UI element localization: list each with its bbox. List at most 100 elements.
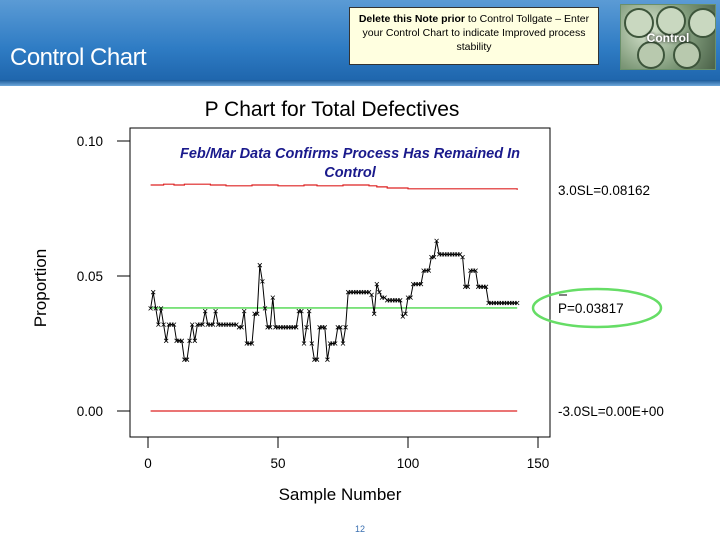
chart-annotation: Feb/Mar Data Confirms Process Has Remain… <box>179 146 521 181</box>
data-point <box>158 306 164 311</box>
gauges-photo-icon: Control <box>620 4 716 70</box>
data-point-mark <box>257 262 263 268</box>
data-point <box>309 341 315 346</box>
data-point <box>270 295 276 300</box>
data-point <box>239 325 244 330</box>
ucl-label: 3.0SL=0.08162 <box>558 183 650 198</box>
data-point <box>465 284 471 290</box>
data-point-mark <box>514 300 520 306</box>
data-point <box>343 325 348 330</box>
data-point-mark <box>426 268 432 273</box>
data-point <box>262 306 268 311</box>
data-point-mark <box>314 357 320 362</box>
data-point-mark <box>460 254 465 260</box>
data-point-mark <box>241 308 247 314</box>
data-point <box>299 308 304 314</box>
data-point-mark <box>179 338 185 344</box>
data-point <box>150 289 156 295</box>
data-point-mark <box>150 289 156 295</box>
plot-frame <box>129 127 551 438</box>
data-point <box>184 357 190 362</box>
series-line <box>150 240 518 361</box>
data-point-mark <box>382 295 387 300</box>
data-point-mark <box>418 281 424 287</box>
thumbnail-label: Control <box>646 31 690 45</box>
data-point-mark <box>293 325 299 330</box>
data-point-mark <box>299 308 304 314</box>
data-point <box>304 325 309 330</box>
data-point <box>260 279 265 284</box>
center-highlight-ellipse <box>531 287 663 329</box>
data-point-mark <box>254 311 260 317</box>
data-point-mark <box>332 341 338 346</box>
data-point <box>267 325 273 330</box>
x-axis-label: Sample Number <box>279 485 402 504</box>
data-point-mark <box>343 325 348 330</box>
data-point-mark <box>234 322 239 327</box>
data-point-mark <box>473 268 478 273</box>
data-point <box>148 306 153 311</box>
data-point <box>338 325 343 330</box>
data-point-mark <box>262 306 268 311</box>
data-point <box>371 311 377 317</box>
data-point <box>192 338 198 344</box>
page-number: 12 <box>354 524 365 534</box>
data-point-mark <box>304 325 309 330</box>
data-point <box>473 268 478 273</box>
center-line-label: P=0.03817 <box>558 301 624 316</box>
data-point-mark <box>239 325 244 330</box>
data-point-mark <box>158 306 164 311</box>
data-point-mark <box>270 295 276 300</box>
chart-title: P Chart for Total Defectives <box>205 98 460 121</box>
data-point-mark <box>184 357 190 362</box>
x-tick-label: 0 <box>144 456 152 471</box>
data-point <box>163 338 169 344</box>
data-point <box>156 322 161 327</box>
data-point <box>403 311 408 317</box>
data-point <box>171 322 177 327</box>
y-tick-label: 0.10 <box>77 134 103 149</box>
data-point-mark <box>192 338 198 344</box>
data-point-mark <box>431 254 437 260</box>
data-point-mark <box>260 279 265 284</box>
data-point-mark <box>408 295 413 300</box>
data-point-mark <box>309 341 315 346</box>
x-tick-label: 150 <box>527 456 550 471</box>
gauges-graphic <box>624 6 715 69</box>
note-bold-text: Delete this Note prior <box>358 13 466 25</box>
data-point-mark <box>325 357 330 362</box>
data-point <box>213 308 218 314</box>
data-point-mark <box>371 311 377 317</box>
data-point <box>314 357 320 362</box>
data-point-mark <box>301 341 307 346</box>
data-point-mark <box>200 322 205 327</box>
data-point-mark <box>189 322 195 327</box>
data-point <box>306 308 312 314</box>
data-point-mark <box>434 238 439 244</box>
data-point <box>397 298 403 303</box>
data-point <box>374 281 380 287</box>
data-point <box>426 268 432 273</box>
data-point-mark <box>187 338 192 344</box>
data-point-mark <box>306 308 312 314</box>
data-point-mark <box>397 298 403 303</box>
data-point <box>460 254 465 260</box>
data-point-mark <box>148 306 153 311</box>
data-point <box>249 341 255 346</box>
data-point <box>483 284 489 290</box>
slide-title: Control Chart <box>10 44 147 71</box>
p-chart: P Chart for Total Defectives 0.00 0.05 0.1… <box>31 98 664 504</box>
note-box[interactable]: Delete this Note prior to Control Tollga… <box>349 7 599 65</box>
data-point <box>431 254 437 260</box>
data-point <box>325 357 330 362</box>
data-point-mark <box>153 306 159 311</box>
data-point-mark <box>483 284 489 290</box>
data-point-mark <box>465 284 471 290</box>
data-point <box>434 238 439 244</box>
x-tick-label: 100 <box>397 456 420 471</box>
data-point-mark <box>457 252 463 257</box>
data-point <box>340 341 346 346</box>
data-point <box>161 322 166 327</box>
data-point <box>241 308 247 314</box>
data-point <box>418 281 424 287</box>
